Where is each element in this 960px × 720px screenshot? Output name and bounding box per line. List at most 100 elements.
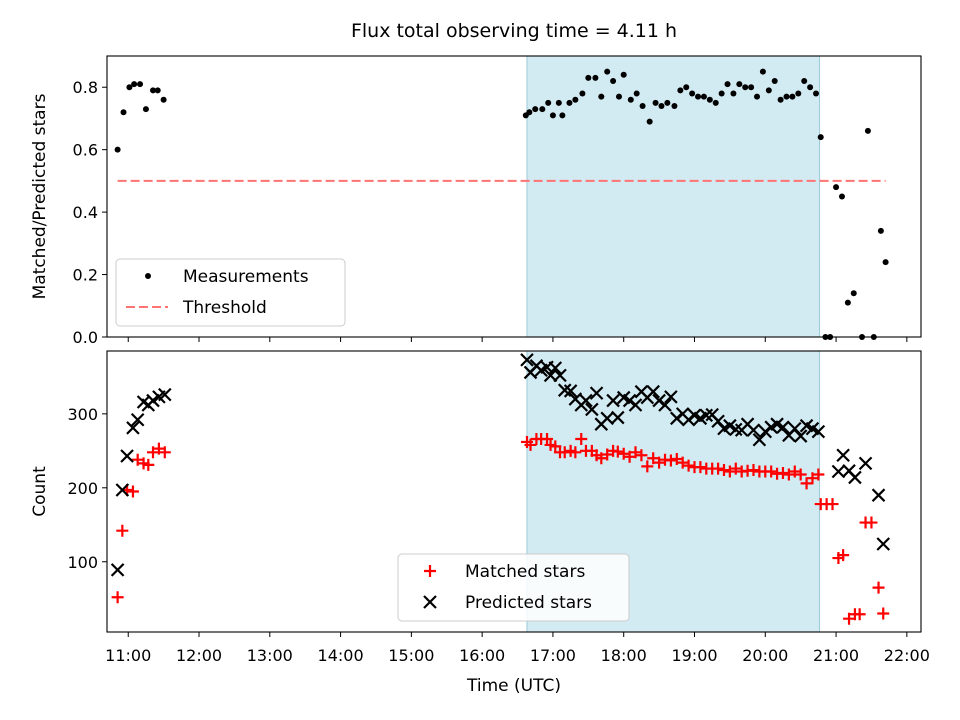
data-point [882,259,889,266]
data-point [746,423,761,437]
data-point [575,432,588,445]
x-tick-label: 15:00 [388,646,434,665]
data-point [765,87,772,94]
series-predicted-stars [110,353,891,577]
data-point [826,498,839,511]
data-point [585,74,592,81]
x-tick-label: 22:00 [884,646,930,665]
data-point [677,87,684,94]
data-point [142,106,149,113]
data-point [646,118,653,125]
data-point [844,299,851,306]
data-point [611,410,625,425]
x-axis-label: Time (UTC) [466,676,561,696]
data-point [137,81,144,88]
data-point [771,77,778,84]
data-point [695,93,702,100]
data-point [549,112,556,119]
legend-label: Predicted stars [465,593,592,613]
data-point [114,146,121,153]
data-point [724,81,731,88]
data-point [628,398,643,412]
data-point [566,99,573,106]
data-point [876,537,891,551]
x-tick-label: 21:00 [813,646,859,665]
data-point [553,368,567,383]
data-point [776,467,789,480]
data-point [858,456,873,471]
data-point [671,102,678,109]
data-point [604,68,611,75]
data-point [526,109,533,116]
axes-frame [106,350,922,633]
data-point [585,402,599,417]
x-tick-label: 14:00 [318,646,364,665]
data-point [817,134,824,141]
data-point [598,93,605,100]
legend: Measurements Threshold [115,258,346,327]
data-point [111,591,124,604]
y-axis-label: Count [30,466,50,517]
data-point [865,516,878,529]
data-point [558,446,571,459]
y-tick-label: 0.2 [73,266,98,285]
y-axis-label: Matched/Predicted stars [30,93,50,299]
legend-box [115,258,346,327]
data-point [877,227,884,234]
y-tick-label: 200 [67,479,98,498]
x-tick-label: 13:00 [247,646,293,665]
data-point [126,421,140,435]
data-point [752,432,767,447]
data-point [120,109,127,116]
data-point [717,464,730,477]
data-point [559,112,566,119]
data-point [520,353,534,367]
data-point [848,470,862,485]
data-point [838,193,845,200]
data-point [142,458,155,471]
legend: Matched stars Predicted stars [397,553,630,622]
data-point [600,411,614,426]
data-point [871,488,886,502]
data-point [652,99,659,106]
data-point [110,563,125,577]
data-point [712,99,719,106]
data-point [158,446,171,459]
y-tick-label: 300 [67,405,98,424]
data-point [795,90,802,97]
data-point [548,361,563,375]
data-point [777,96,784,103]
y-tick-label: 0.8 [73,78,98,97]
chart-title: Flux total observing time = 4.11 h [350,20,678,42]
data-point [694,461,707,474]
data-point [116,524,129,537]
data-point [718,90,725,97]
data-point [682,459,695,472]
data-point [747,464,760,477]
data-point [776,420,790,434]
x-tick-label: 16:00 [459,646,505,665]
x-tick-label: 12:00 [176,646,222,665]
data-point [555,99,562,106]
data-point [759,68,766,75]
data-point [131,81,138,88]
data-point [611,445,624,458]
legend-label: Matched stars [465,562,585,582]
data-point [627,96,634,103]
y-tick-label: 0.6 [73,141,98,160]
data-point [532,106,539,113]
data-point [563,384,578,398]
data-point [579,393,593,408]
data-point [126,84,133,91]
data-point [545,99,552,106]
data-point [579,90,586,97]
legend-box [397,553,630,622]
data-point [664,390,678,404]
axes-frame [106,55,922,338]
data-point [641,460,654,473]
y-tick-label: 0.0 [73,328,98,347]
series-matched-stars [111,432,890,625]
data-point [646,384,660,399]
data-point [633,90,640,97]
data-point [864,127,871,134]
